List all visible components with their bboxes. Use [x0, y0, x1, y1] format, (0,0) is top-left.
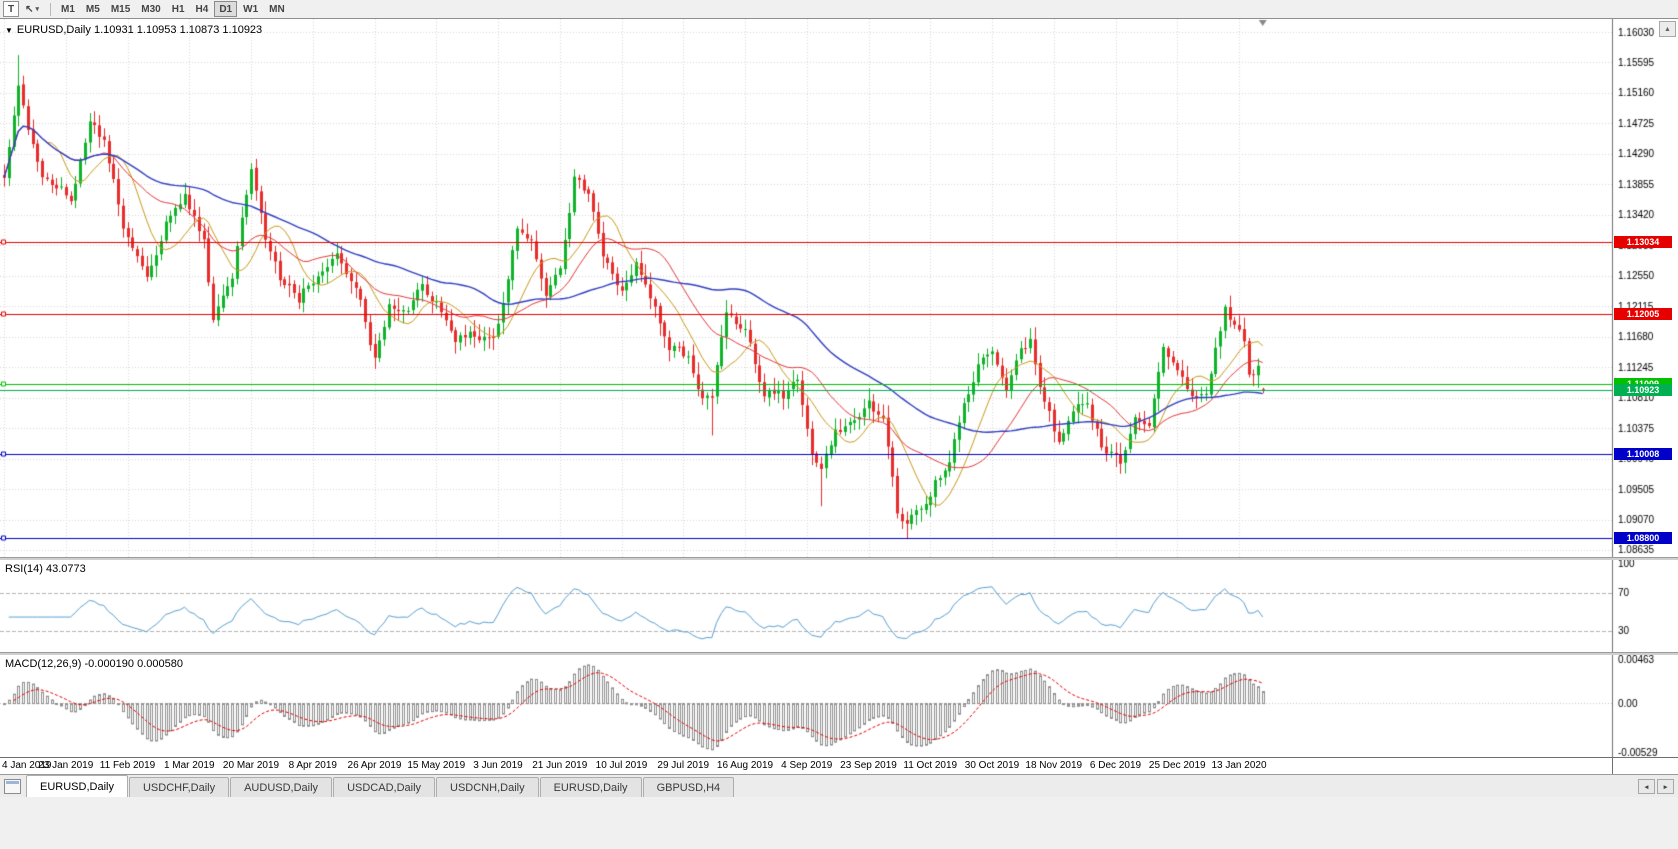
scroll-up-button[interactable]: ▲ [1659, 21, 1676, 37]
rsi-value: 43.0773 [45, 563, 86, 575]
date-label: 4 Jan 2019 [2, 760, 52, 771]
date-label: 11 Feb 2019 [99, 760, 156, 771]
bottom-filler [0, 797, 1678, 849]
date-label: 8 Apr 2019 [288, 760, 337, 771]
toolbar-separator [50, 2, 52, 16]
timeframe-button-m30[interactable]: M30 [136, 1, 165, 17]
date-label: 30 Oct 2019 [964, 760, 1020, 771]
hline-price-badge: 1.08800 [1614, 532, 1672, 544]
tab-scroll-buttons: ◂ ▸ [1638, 779, 1675, 794]
timeframe-button-h1[interactable]: H1 [167, 1, 190, 17]
chart-tab-1[interactable]: USDCHF,Daily [128, 777, 230, 797]
date-label: 1 Mar 2019 [163, 760, 215, 771]
date-label: 21 Jun 2019 [532, 760, 588, 771]
date-label: 11 Oct 2019 [903, 760, 958, 771]
chart-tabs: EURUSD,Daily USDCHF,Daily AUDUSD,Daily USDC… [26, 775, 735, 797]
date-label: 3 Jun 2019 [473, 760, 523, 771]
timeframe-button-mn[interactable]: MN [264, 1, 290, 17]
timeframe-button-h4[interactable]: H4 [191, 1, 214, 17]
ohlc-values: 1.10931 1.10953 1.10873 1.10923 [93, 24, 263, 36]
panel-divider[interactable] [0, 652, 1678, 655]
timeframe-button-m15[interactable]: M15 [106, 1, 135, 17]
tab-scroll-left-button[interactable]: ◂ [1638, 779, 1655, 794]
cursor-tool-button[interactable]: ↖ ▾ [20, 1, 44, 17]
date-label: 10 Jul 2019 [595, 760, 648, 771]
chart-tab-0[interactable]: EURUSD,Daily [26, 775, 128, 797]
timeframe-toolbar: T ↖ ▾ M1 M5 M15 M30 H1 H4 D1 W1 MN [0, 0, 1678, 18]
date-label: 29 Jul 2019 [657, 760, 710, 771]
chart-tab-3[interactable]: USDCAD,Daily [333, 777, 436, 797]
cursor-icon: ↖ [25, 3, 34, 15]
date-label: 6 Dec 2019 [1089, 760, 1142, 771]
rsi-canvas[interactable] [0, 560, 1678, 652]
date-label: 18 Nov 2019 [1025, 760, 1083, 771]
chevron-down-icon: ▾ [35, 6, 40, 13]
macd-name: MACD(12,26,9) [5, 658, 82, 670]
price-chart-panel: ▼ EURUSD,Daily 1.10931 1.10953 1.10873 1.… [0, 19, 1678, 557]
axis-separator [1612, 758, 1613, 774]
symbol-name: EURUSD,Daily [16, 24, 91, 36]
timeframe-buttons: M1 M5 M15 M30 H1 H4 D1 W1 MN [56, 1, 291, 17]
chart-tab-4[interactable]: USDCNH,Daily [436, 777, 539, 797]
date-label: 23 Sep 2019 [840, 760, 897, 771]
timeframe-button-m5[interactable]: M5 [81, 1, 105, 17]
date-label: 23 Jan 2019 [38, 760, 94, 771]
chart-tab-5[interactable]: EURUSD,Daily [539, 777, 642, 797]
rsi-panel: RSI(14) 43.0773 [0, 560, 1678, 652]
date-label: 4 Sep 2019 [781, 760, 833, 771]
date-axis[interactable]: 4 Jan 2019 23 Jan 2019 11 Feb 2019 1 Mar 20… [0, 757, 1678, 774]
timeframe-button-d1[interactable]: D1 [214, 1, 238, 17]
macd-label: MACD(12,26,9) -0.000190 0.000580 [5, 658, 183, 670]
rsi-name: RSI(14) [5, 563, 43, 575]
hline-price-badge: 1.10008 [1614, 448, 1672, 460]
chart-title: ▼ EURUSD,Daily 1.10931 1.10953 1.10873 1.… [5, 24, 262, 36]
macd-panel: MACD(12,26,9) -0.000190 0.000580 [0, 655, 1678, 757]
chart-tab-6[interactable]: GBPUSD,H4 [642, 777, 735, 797]
tab-scroll-right-button[interactable]: ▸ [1657, 779, 1674, 794]
date-label: 15 May 2019 [407, 760, 466, 771]
date-label: 25 Dec 2019 [1148, 760, 1206, 771]
rsi-label: RSI(14) 43.0773 [5, 563, 86, 575]
window-restore-icon[interactable] [4, 779, 21, 794]
timeframe-button-m1[interactable]: M1 [56, 1, 80, 17]
chart-window: ▼ EURUSD,Daily 1.10931 1.10953 1.10873 1.… [0, 18, 1678, 774]
timeframe-button-w1[interactable]: W1 [238, 1, 263, 17]
date-label: 13 Jan 2020 [1211, 760, 1267, 771]
date-label: 16 Aug 2019 [716, 760, 774, 771]
panel-divider[interactable] [0, 557, 1678, 560]
macd-canvas[interactable] [0, 655, 1678, 757]
symbol-dropdown-icon[interactable]: ▼ [5, 26, 13, 35]
price-chart-canvas[interactable] [0, 19, 1678, 557]
macd-values: -0.000190 0.000580 [84, 658, 183, 670]
chart-tab-2[interactable]: AUDUSD,Daily [230, 777, 333, 797]
date-label: 26 Apr 2019 [347, 760, 402, 771]
chart-tab-bar: EURUSD,Daily USDCHF,Daily AUDUSD,Daily USDC… [0, 774, 1678, 797]
bid-price-badge: 1.10923 [1614, 384, 1672, 396]
date-label: 20 Mar 2019 [222, 760, 280, 771]
hline-price-badge: 1.13034 [1614, 236, 1672, 248]
chart-type-button[interactable]: T [3, 1, 20, 17]
hline-price-badge: 1.12005 [1614, 308, 1672, 320]
